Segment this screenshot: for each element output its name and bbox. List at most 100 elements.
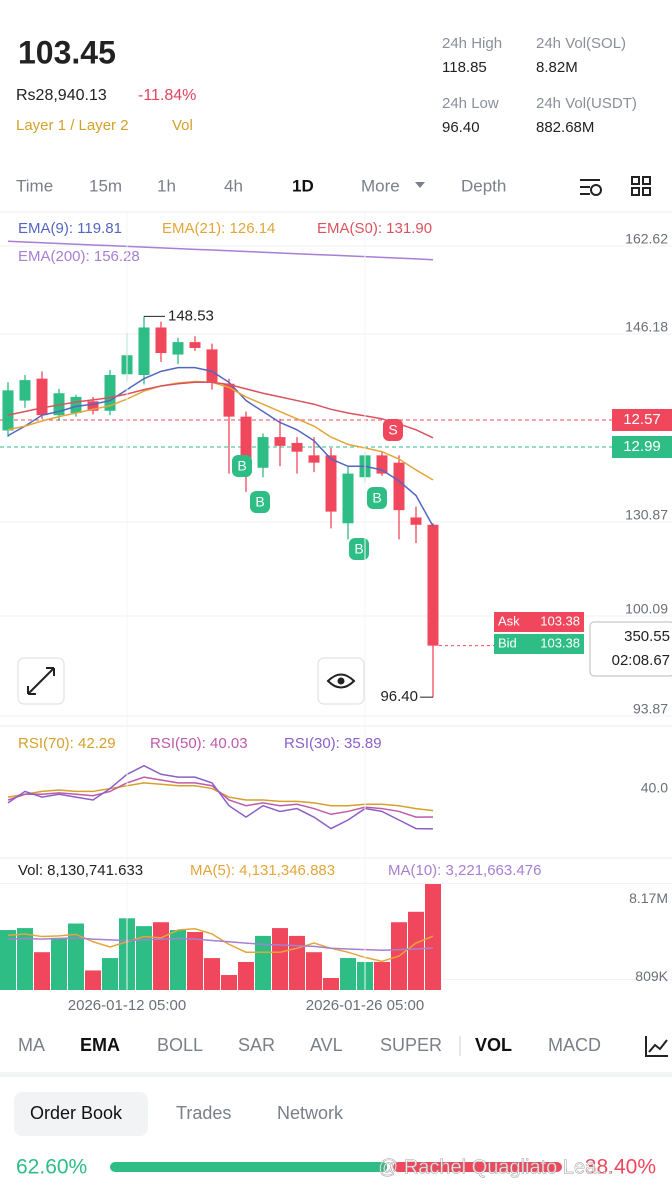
legend-entry: RSI(70): 42.29 <box>18 735 116 752</box>
trade-marker <box>367 487 387 509</box>
layout-icon[interactable] <box>631 176 651 196</box>
candle-body <box>223 383 235 417</box>
chart-icon[interactable] <box>645 1036 668 1057</box>
legend-entry: EMA(21): 126.14 <box>162 220 275 237</box>
price-tag <box>612 409 672 431</box>
settings-icon[interactable] <box>580 179 602 196</box>
stat-value: 118.85 <box>442 59 487 76</box>
candle-body <box>291 442 303 452</box>
ratio-bar <box>110 1162 388 1172</box>
candle-body <box>308 455 320 463</box>
timeframe-tab[interactable]: 1D <box>292 176 314 195</box>
book-tab[interactable]: Network <box>277 1103 344 1123</box>
trade-marker <box>232 455 252 477</box>
book-tab[interactable]: Order Book <box>30 1103 123 1123</box>
watermark: @ Rachel Quagliato Lea... <box>378 1156 613 1178</box>
volume-bar <box>408 911 424 990</box>
volume-bar <box>102 958 118 990</box>
timeframe-tab[interactable]: Depth <box>461 176 506 195</box>
active-tab-bg <box>14 1092 148 1136</box>
indicator-tab[interactable]: AVL <box>310 1035 343 1055</box>
ratio-label: 38.40% <box>585 1156 656 1179</box>
candle-body <box>138 327 150 375</box>
indicator-tab[interactable]: MA <box>18 1035 45 1055</box>
x-tick-label: 2026-01-26 05:00 <box>306 997 424 1014</box>
volume-bar <box>289 935 305 990</box>
timeframe-tab[interactable]: More <box>361 176 400 195</box>
expand-button[interactable] <box>17 657 65 705</box>
stat-label: 24h Low <box>442 95 499 112</box>
candle-body <box>393 462 405 511</box>
volume-bar <box>68 923 84 990</box>
candle-body <box>104 374 116 411</box>
volume-bar <box>425 884 441 990</box>
stat-label: 24h High <box>442 35 502 52</box>
volume-bar <box>17 928 33 990</box>
x-tick-label: 2026-01-12 05:00 <box>68 997 186 1014</box>
trade-marker-label: B <box>237 458 246 474</box>
ratio-label: 62.60% <box>16 1156 87 1179</box>
bid-price: 103.38 <box>540 635 580 650</box>
stat-value: 882.68M <box>536 119 594 136</box>
fiat-price: Rs28,940.13 <box>16 87 107 104</box>
timeframe-tab[interactable]: Time <box>16 176 53 195</box>
ema-line <box>7 381 434 439</box>
volume-bar <box>153 922 169 990</box>
candle-body <box>206 349 218 383</box>
ma-line <box>7 937 434 951</box>
indicator-tab[interactable]: SAR <box>238 1035 275 1055</box>
annotation: 96.40 <box>380 688 418 705</box>
candle-body <box>240 416 252 470</box>
eye-button[interactable] <box>317 657 365 705</box>
legend-entry: RSI(50): 40.03 <box>150 735 248 752</box>
volume-bar <box>238 961 254 990</box>
timeframe-tab[interactable]: 15m <box>89 176 122 195</box>
divider <box>0 1072 672 1077</box>
candle-body <box>325 455 337 512</box>
trade-marker-label: B <box>354 541 363 557</box>
candle-body <box>19 380 31 401</box>
volume-bar <box>374 961 390 990</box>
volume-bar <box>85 970 101 990</box>
price: 103.45 <box>18 34 116 70</box>
book-tab[interactable]: Trades <box>176 1103 231 1123</box>
timeframe-tab[interactable]: 1h <box>157 176 176 195</box>
candle-body <box>2 390 14 431</box>
volume-bar <box>0 930 16 990</box>
candle-body <box>172 342 184 355</box>
ask-price: 103.38 <box>540 613 580 628</box>
rsi-line <box>7 764 434 830</box>
candle-body <box>427 524 439 646</box>
trade-marker <box>383 419 403 441</box>
indicator-tab[interactable]: MACD <box>548 1035 601 1055</box>
volume-bar <box>306 952 322 990</box>
indicator-tab[interactable]: BOLL <box>157 1035 203 1055</box>
indicator-tab[interactable]: EMA <box>80 1035 120 1055</box>
tag[interactable]: Vol <box>172 117 193 134</box>
candle-body <box>274 437 286 446</box>
legend-entry: EMA(9): 119.81 <box>18 220 122 237</box>
candle-body <box>36 378 48 416</box>
price-tag-label: 12.57 <box>623 411 661 428</box>
candle-body <box>70 396 82 413</box>
volume-bar <box>340 958 356 990</box>
stat-label: 24h Vol(SOL) <box>536 35 626 52</box>
timeframe-tab[interactable]: 4h <box>224 176 243 195</box>
price-axis-label: 162.62 <box>625 231 668 247</box>
stat-value: 96.40 <box>442 119 480 136</box>
volume-bar <box>204 958 220 990</box>
rsi-axis-label: 40.0 <box>641 780 668 796</box>
y-tick-label: 809K <box>635 968 668 984</box>
bid-label: Bid <box>498 635 517 650</box>
candle-body <box>410 517 422 525</box>
tag[interactable]: Layer 1 / Layer 2 <box>16 117 129 134</box>
annotation: 148.53 <box>168 307 214 324</box>
ema-line <box>7 380 434 481</box>
volume-bar <box>255 935 271 990</box>
indicator-tab[interactable]: VOL <box>475 1035 512 1055</box>
price-tag-label: 12.99 <box>623 438 661 455</box>
dropdown-arrow <box>415 182 425 188</box>
volume-bar <box>272 928 288 990</box>
indicator-tab[interactable]: SUPER <box>380 1035 442 1055</box>
